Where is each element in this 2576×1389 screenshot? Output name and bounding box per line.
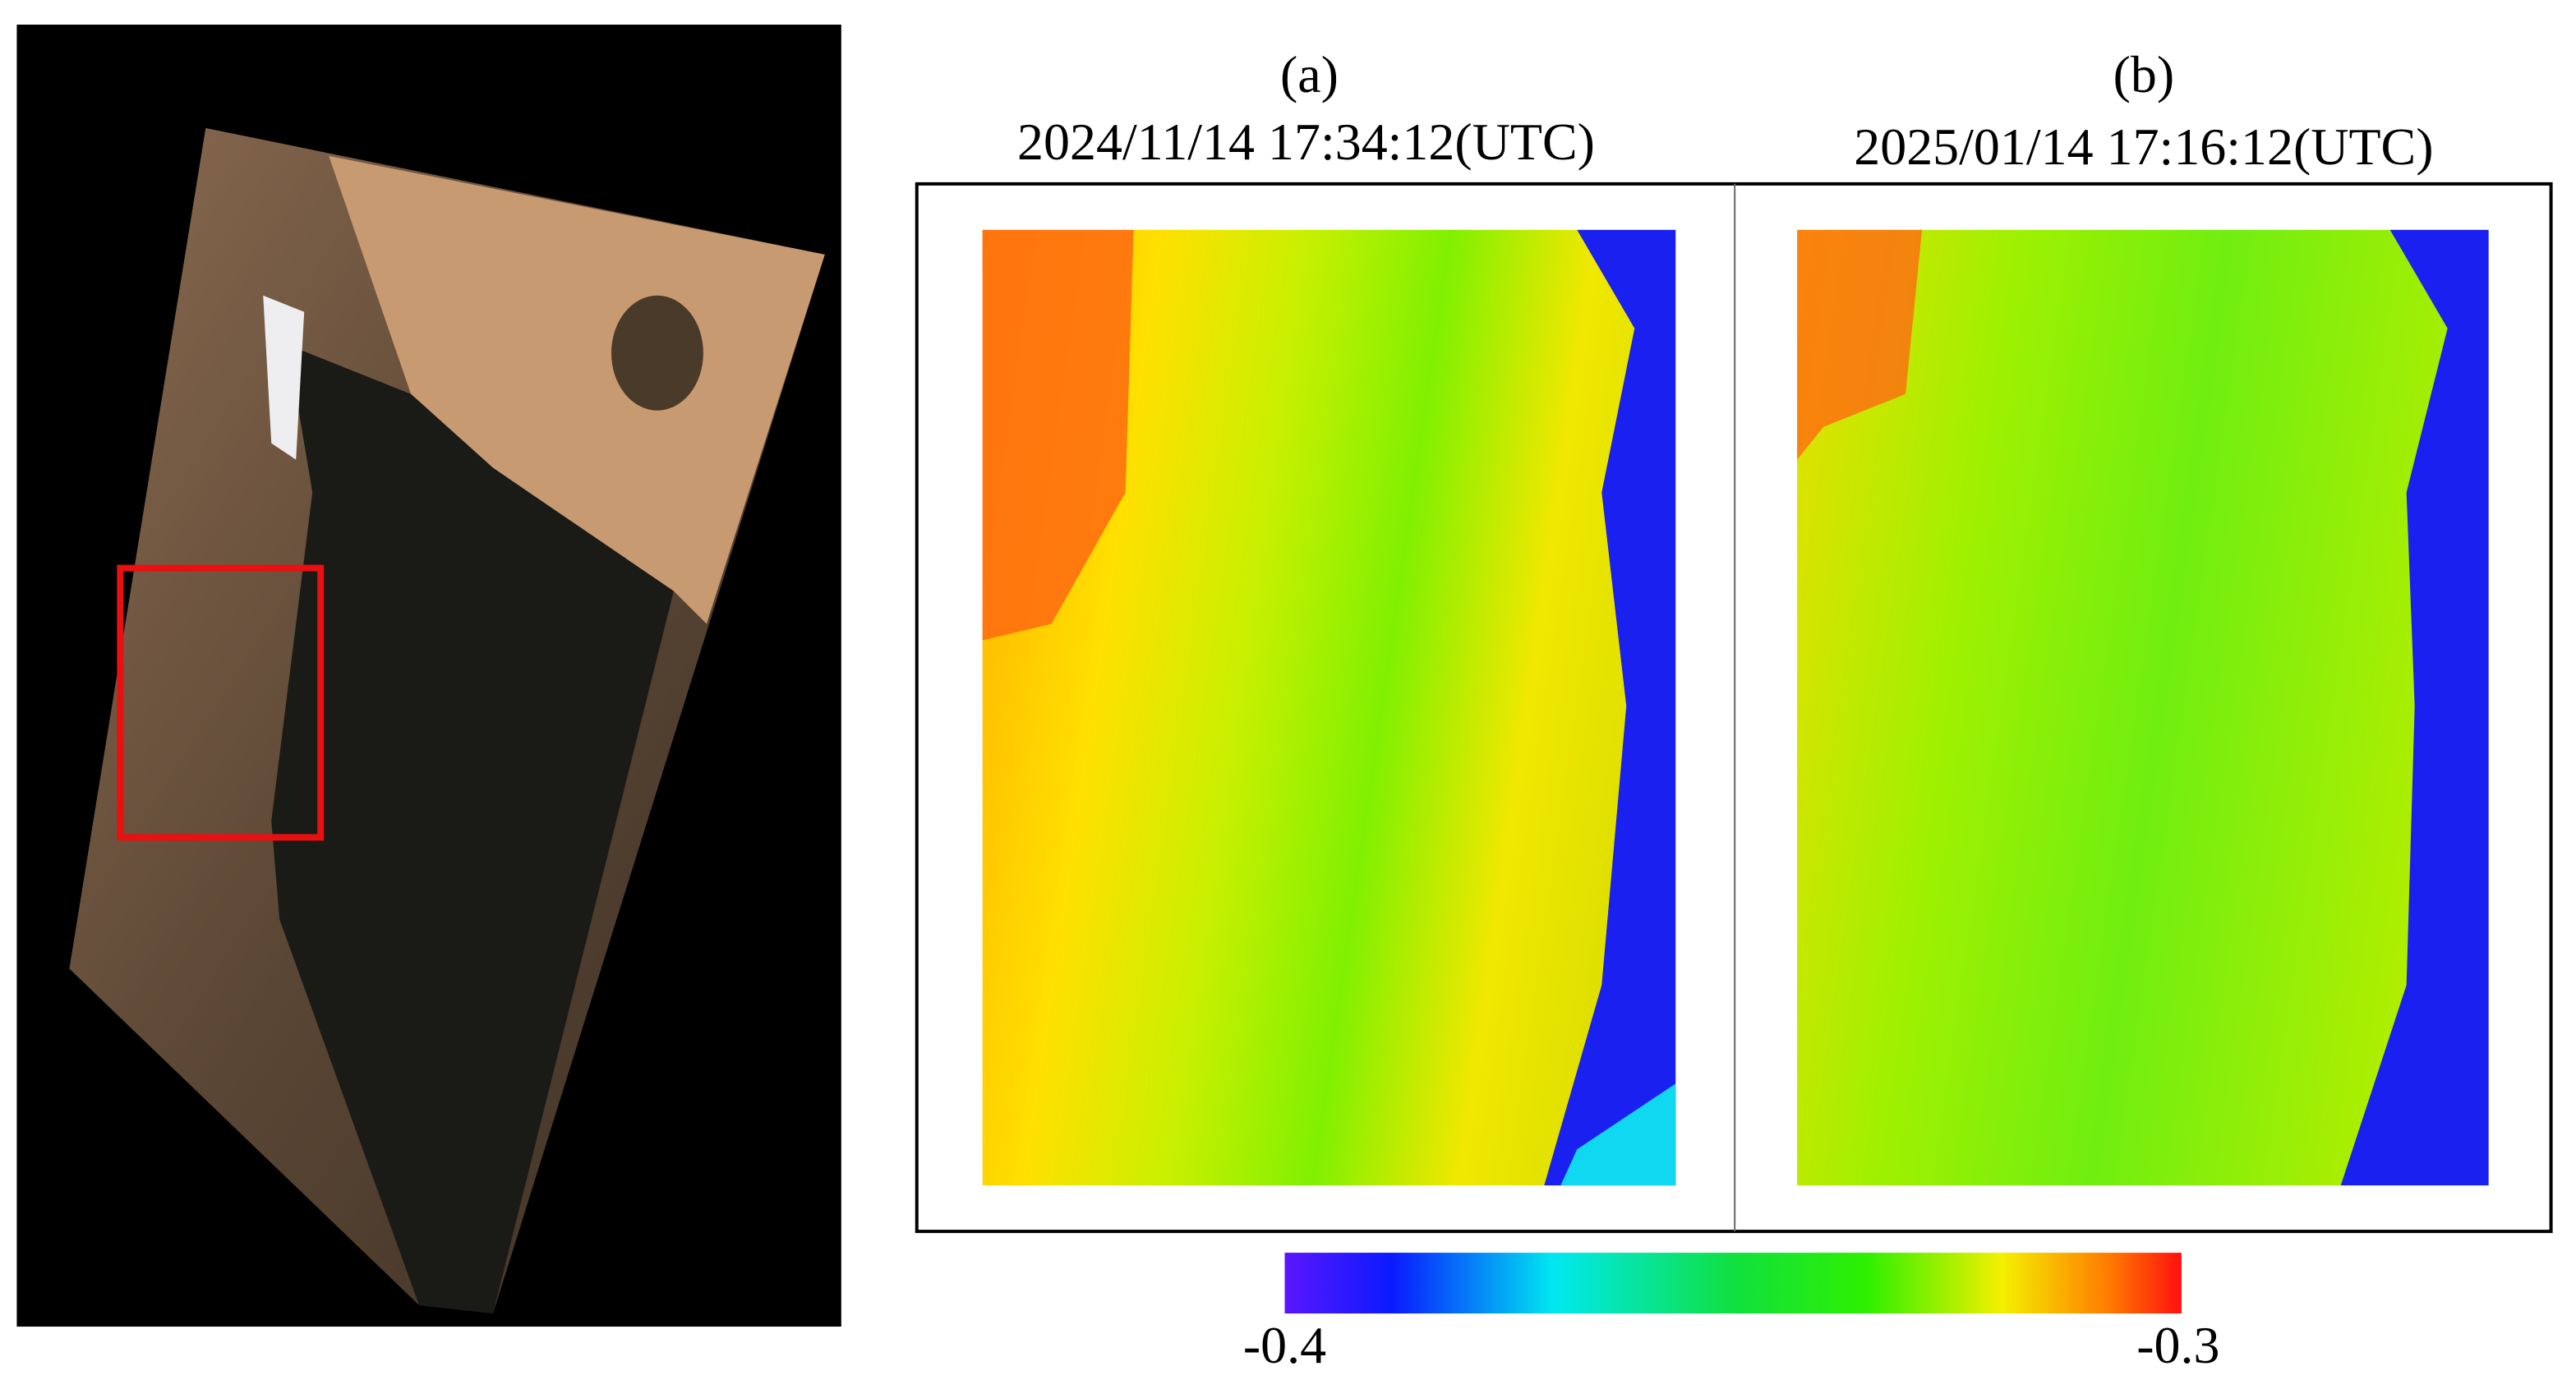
region-box bbox=[117, 564, 325, 841]
colorbar-min-label: -0.4 bbox=[1243, 1316, 1326, 1374]
colorbar-max-label: -0.3 bbox=[2136, 1316, 2219, 1374]
panel-timestamp: 2025/01/14 17:16:12(UTC) bbox=[1854, 117, 2433, 176]
dark-patch bbox=[611, 295, 703, 411]
desert bbox=[329, 155, 825, 624]
colorbar bbox=[1284, 1253, 2182, 1314]
salt-flat bbox=[263, 295, 305, 460]
shallow-region bbox=[1560, 1083, 1676, 1186]
sea bbox=[271, 344, 674, 1314]
water-region bbox=[2340, 229, 2489, 1186]
hot-region bbox=[1797, 229, 1923, 460]
hot-region bbox=[982, 229, 1134, 641]
panel-label: (b) bbox=[2113, 45, 2175, 103]
panel-timestamp: 2024/11/14 17:34:12(UTC) bbox=[1017, 113, 1595, 171]
water-region bbox=[1544, 229, 1676, 1186]
panel-label: (a) bbox=[1280, 45, 1339, 103]
map-b bbox=[1797, 229, 2489, 1186]
